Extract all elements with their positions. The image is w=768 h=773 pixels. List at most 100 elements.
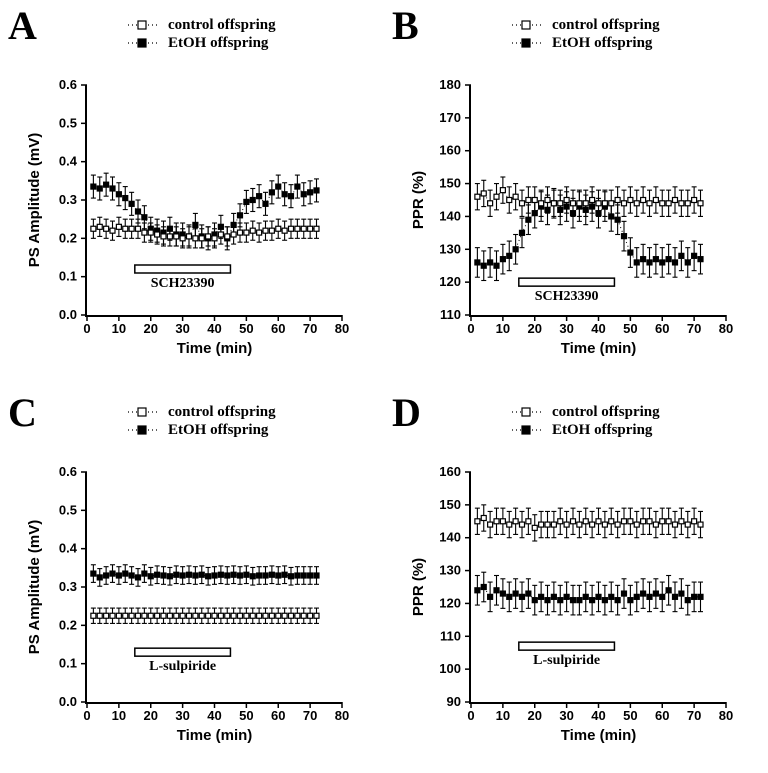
x-tick-label: 70	[687, 321, 701, 336]
plot-area: 0102030405060708011012013014015016017018…	[469, 85, 726, 317]
x-tick-label: 20	[144, 708, 158, 723]
y-tick-label: 0.6	[59, 77, 77, 92]
panel-A: A010203040506070800.00.10.20.30.40.50.6T…	[0, 0, 384, 387]
y-tick-label: 0.0	[59, 694, 77, 709]
x-tick-label: 60	[655, 708, 669, 723]
y-tick-label: 160	[439, 143, 461, 158]
x-tick-label: 30	[559, 321, 573, 336]
x-tick-label: 0	[83, 708, 90, 723]
x-tick-label: 40	[207, 708, 221, 723]
legend-text-etoh: EtOH offspring	[168, 422, 269, 438]
x-tick-label: 20	[528, 321, 542, 336]
y-tick-label: 0.6	[59, 464, 77, 479]
y-axis-title: PPR (%)	[410, 557, 427, 615]
y-tick-label: 0.1	[59, 655, 77, 670]
x-axis-title: Time (min)	[561, 727, 637, 744]
x-tick-label: 10	[496, 321, 510, 336]
legend: control offspring EtOH offspring	[512, 404, 660, 438]
x-tick-label: 30	[175, 321, 189, 336]
x-tick-label: 70	[303, 321, 317, 336]
legend-marker-etoh	[522, 39, 530, 47]
drug-bar-label: L-sulpiride	[533, 653, 600, 668]
x-tick-label: 50	[239, 321, 253, 336]
x-tick-label: 40	[207, 321, 221, 336]
y-tick-label: 140	[439, 208, 461, 223]
x-tick-label: 80	[335, 708, 349, 723]
x-tick-label: 80	[719, 321, 733, 336]
x-tick-label: 0	[83, 321, 90, 336]
y-tick-label: 110	[440, 628, 461, 643]
legend-text-control: control offspring	[168, 404, 276, 420]
x-axis-title: Time (min)	[561, 340, 637, 357]
x-tick-label: 10	[112, 708, 126, 723]
x-tick-label: 60	[655, 321, 669, 336]
series-control	[91, 608, 319, 623]
y-axis-title: PPR (%)	[410, 171, 427, 229]
panel-C: C 010203040506070800.00.10.20.30.40.50.6T…	[0, 387, 384, 773]
y-tick-label: 180	[439, 77, 461, 92]
y-tick-label: 140	[439, 529, 461, 544]
x-tick-label: 0	[467, 708, 474, 723]
legend-marker-etoh	[522, 426, 530, 434]
y-tick-label: 120	[439, 274, 461, 289]
drug-application-bar: L-sulpiride	[519, 642, 615, 668]
panel-grid: A010203040506070800.00.10.20.30.40.50.6T…	[0, 0, 768, 773]
x-tick-label: 30	[175, 708, 189, 723]
legend: control offspring EtOH offspring	[128, 404, 276, 438]
x-tick-label: 50	[623, 321, 637, 336]
y-tick-label: 150	[439, 176, 461, 191]
y-tick-label: 0.0	[59, 307, 77, 322]
y-tick-label: 0.4	[59, 540, 78, 555]
y-tick-label: 130	[439, 562, 461, 577]
legend-marker-etoh	[138, 426, 146, 434]
legend-text-control: control offspring	[552, 404, 660, 420]
drug-bar-label: SCH23390	[535, 289, 599, 304]
legend-text-etoh: EtOH offspring	[552, 422, 653, 438]
plot-area: 010203040506070800.00.10.20.30.40.50.6Ti…	[85, 85, 342, 317]
y-tick-label: 130	[439, 241, 461, 256]
y-tick-label: 0.2	[59, 617, 77, 632]
drug-application-bar: SCH23390	[519, 278, 615, 304]
x-tick-label: 20	[528, 708, 542, 723]
x-tick-label: 10	[496, 708, 510, 723]
series-control	[91, 217, 319, 248]
legend-text-etoh: EtOH offspring	[168, 35, 269, 51]
plot-area: 010203040506070800.00.10.20.30.40.50.6Ti…	[85, 472, 342, 704]
y-tick-label: 100	[439, 661, 461, 676]
drug-bar-label: SCH23390	[151, 276, 215, 291]
legend-marker-control	[522, 408, 530, 416]
x-tick-label: 10	[112, 321, 126, 336]
x-tick-label: 30	[559, 708, 573, 723]
y-tick-label: 170	[439, 110, 461, 125]
legend: control offspring EtOH offspring	[128, 17, 276, 51]
series-etoh	[475, 572, 703, 615]
x-tick-label: 60	[271, 321, 285, 336]
y-tick-label: 110	[440, 307, 461, 322]
y-axis-title: PS Amplitude (mV)	[26, 519, 43, 653]
legend-marker-control	[138, 21, 146, 29]
figure-root: A010203040506070800.00.10.20.30.40.50.6T…	[0, 0, 768, 773]
legend-text-etoh: EtOH offspring	[552, 35, 653, 51]
y-tick-label: 0.1	[59, 269, 77, 284]
legend-text-control: control offspring	[552, 17, 660, 33]
panel-D: D010203040506070809010011012013014015016…	[384, 387, 768, 773]
y-tick-label: 0.4	[59, 154, 78, 169]
series-etoh	[91, 564, 319, 585]
panel-label: C	[8, 389, 37, 436]
x-axis-title: Time (min)	[177, 340, 253, 357]
y-tick-label: 0.5	[59, 502, 77, 517]
legend-marker-control	[522, 21, 530, 29]
panel-B: B010203040506070801101201301401501601701…	[384, 0, 768, 387]
y-tick-label: 0.5	[59, 115, 77, 130]
drug-application-bar: L-sulpiride	[135, 648, 231, 674]
y-tick-label: 90	[447, 694, 461, 709]
y-tick-label: 150	[439, 496, 461, 511]
panel-label: D	[392, 389, 421, 436]
x-tick-label: 80	[335, 321, 349, 336]
legend-text-control: control offspring	[168, 17, 276, 33]
y-tick-label: 120	[439, 595, 461, 610]
x-axis-title: Time (min)	[177, 727, 253, 744]
x-tick-label: 70	[303, 708, 317, 723]
x-tick-label: 50	[239, 708, 253, 723]
y-tick-label: 0.3	[59, 579, 77, 594]
